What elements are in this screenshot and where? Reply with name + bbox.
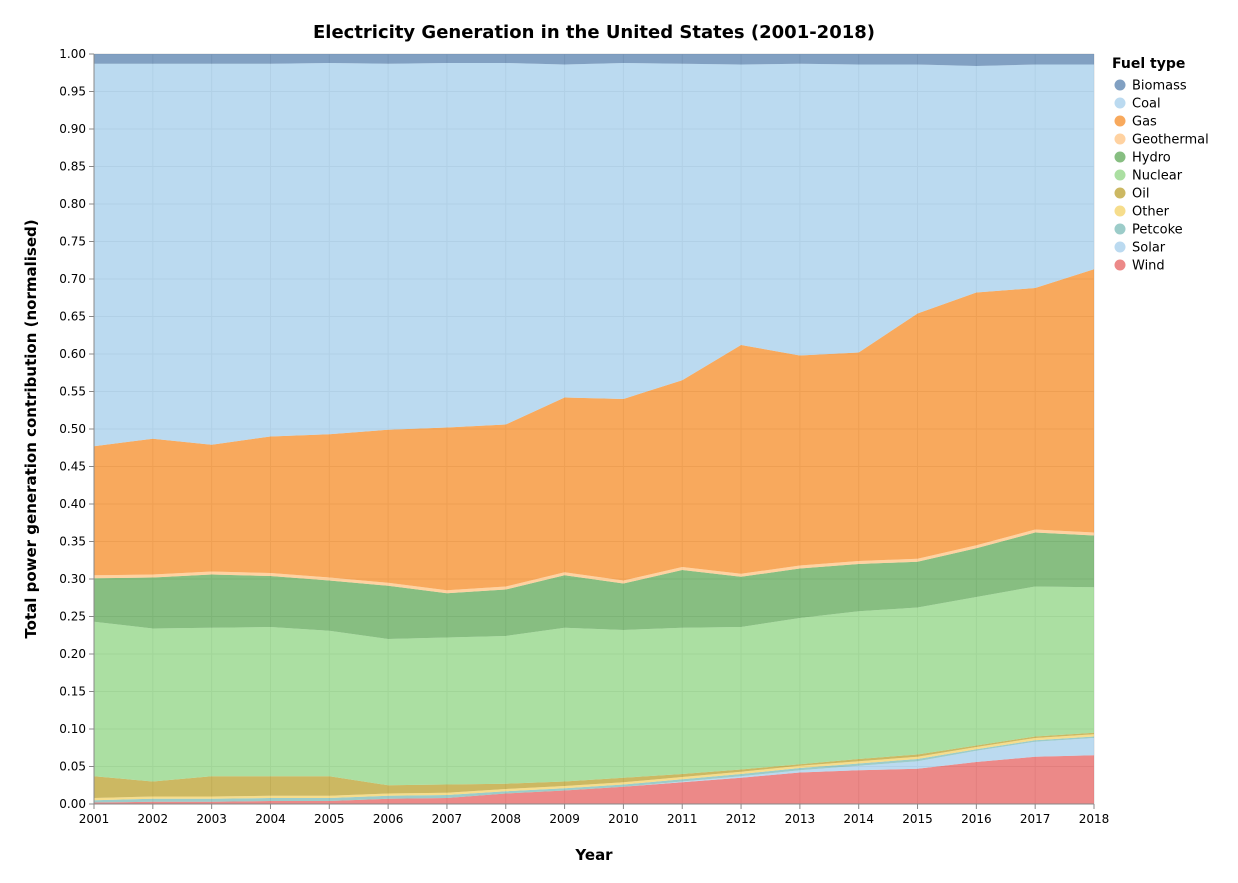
y-tick-label: 0.85 [59,160,86,174]
y-tick-label: 0.70 [59,272,86,286]
area-biomass [94,54,1094,66]
x-tick-label: 2004 [255,812,286,826]
y-axis-title: Total power generation contribution (nor… [22,219,40,638]
area-oil [94,732,1094,798]
chart-title: Electricity Generation in the United Sta… [313,22,875,43]
legend-label-wind: Wind [1132,259,1165,274]
area-nuclear [94,586,1094,786]
legend-swatch-oil [1114,187,1126,199]
y-tick-label: 0.40 [59,497,86,511]
x-tick-label: 2002 [138,812,169,826]
legend-label-petcoke: Petcoke [1132,223,1183,238]
y-tick-label: 0.80 [59,197,86,211]
y-tick-label: 0.65 [59,310,86,324]
x-tick-label: 2017 [1020,812,1051,826]
y-tick-label: 0.90 [59,122,86,136]
y-tick-label: 0.10 [59,722,86,736]
x-tick-label: 2008 [490,812,521,826]
y-tick-label: 0.75 [59,235,86,249]
y-axis-ticks: 0.00 0.05 0.10 0.15 0.20 0.25 0.30 0.35 0.40 0.45… [59,47,94,811]
area-geothermal [94,529,1094,594]
x-tick-label: 2016 [961,812,992,826]
legend-label-solar: Solar [1132,241,1166,256]
x-axis-ticks: 2001 2002 2003 2004 2005 2006 2007 2008 2009 2010… [79,804,1110,826]
legend-swatch-wind [1114,259,1126,271]
y-tick-label: 0.60 [59,347,86,361]
x-tick-label: 2007 [432,812,463,826]
y-tick-label: 0.95 [59,85,86,99]
area-hydro [94,532,1094,639]
y-tick-label: 0.55 [59,385,86,399]
legend-items: Biomass Coal Gas Geothermal Hydro Nuclear Oil O… [1114,79,1209,274]
legend-swatch-nuclear [1114,169,1126,181]
area-coal [94,63,1094,447]
x-tick-label: 2011 [667,812,698,826]
x-tick-label: 2015 [902,812,933,826]
legend-swatch-gas [1114,115,1126,127]
y-tick-label: 0.45 [59,460,86,474]
x-tick-label: 2003 [196,812,227,826]
legend-label-coal: Coal [1132,97,1161,112]
x-tick-label: 2012 [726,812,757,826]
legend-swatch-biomass [1114,79,1126,91]
legend-label-oil: Oil [1132,187,1149,202]
legend-label-nuclear: Nuclear [1132,169,1183,184]
legend-swatch-other [1114,205,1126,217]
y-tick-label: 0.15 [59,685,86,699]
x-tick-label: 2013 [785,812,816,826]
y-tick-label: 0.30 [59,572,86,586]
legend-swatch-coal [1114,97,1126,109]
legend-swatch-geothermal [1114,133,1126,145]
legend-swatch-hydro [1114,151,1126,163]
legend-swatch-solar [1114,241,1126,253]
x-tick-label: 2005 [314,812,345,826]
x-tick-label: 2006 [373,812,404,826]
y-tick-label: 0.50 [59,422,86,436]
area-gas [94,269,1094,591]
area-series-group [94,54,1094,804]
y-tick-label: 1.00 [59,47,86,61]
legend: Fuel type Biomass Coal Gas Geothermal Hydro N… [1112,56,1209,274]
x-tick-label: 2018 [1079,812,1110,826]
x-tick-label: 2001 [79,812,110,826]
legend-label-geothermal: Geothermal [1132,133,1209,148]
area-wind [94,755,1094,804]
x-axis-title: Year [574,846,613,864]
y-tick-label: 0.35 [59,535,86,549]
x-tick-label: 2010 [608,812,639,826]
y-tick-label: 0.25 [59,610,86,624]
legend-label-gas: Gas [1132,115,1157,130]
legend-label-other: Other [1132,205,1170,220]
x-tick-label: 2014 [843,812,874,826]
x-tick-label: 2009 [549,812,580,826]
legend-label-hydro: Hydro [1132,151,1171,166]
y-tick-label: 0.05 [59,760,86,774]
legend-title: Fuel type [1112,56,1185,72]
legend-label-biomass: Biomass [1132,79,1187,94]
y-tick-label: 0.20 [59,647,86,661]
legend-swatch-petcoke [1114,223,1126,235]
y-tick-label: 0.00 [59,797,86,811]
